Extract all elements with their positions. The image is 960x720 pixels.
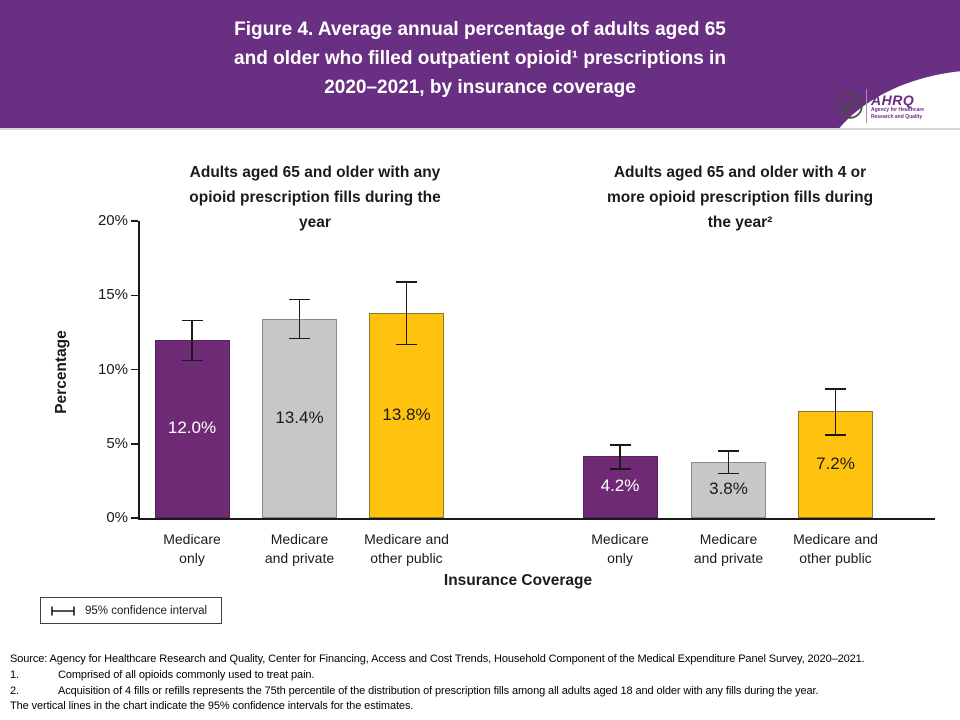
bar-value-label: 13.4% — [275, 407, 324, 427]
header-banner: Figure 4. Average annual percentage of a… — [0, 0, 960, 130]
category-label: Medicare and other public — [793, 531, 878, 566]
error-bar-line — [619, 445, 621, 469]
footnote-number: 2. — [10, 684, 19, 697]
bar — [154, 339, 230, 518]
logo-divider — [866, 89, 867, 123]
footnote-number: 1. — [10, 668, 19, 681]
error-bar-cap-bottom — [289, 337, 310, 340]
footnote-text: Comprised of all opioids commonly used t… — [58, 668, 315, 681]
panel-title-any-fills: Adults aged 65 and older with any opioid… — [189, 164, 441, 231]
y-tick-label: 15% — [97, 286, 128, 304]
logo-subline-1: Agency for Healthcare — [871, 107, 925, 113]
error-bar-line — [727, 451, 730, 474]
bar — [262, 319, 337, 518]
bar — [369, 313, 444, 518]
panel-title-4-or-more-fills: Adults aged 65 and older with 4 or more … — [606, 164, 874, 231]
error-bar-cap-bottom — [396, 343, 417, 345]
footnote: 1. Comprised of all opioids commonly used… — [10, 668, 954, 684]
y-axis-line — [138, 221, 140, 518]
error-bar-cap-bottom — [718, 472, 739, 475]
ahrq-logo: AHRQ Agency for Healthcare Research and … — [836, 86, 958, 126]
error-bar-cap-bottom — [181, 359, 203, 362]
y-tick-mark — [131, 517, 138, 519]
footnote: 2. Acquisition of 4 fills or refills repr… — [10, 684, 954, 700]
error-bar-cap-top — [718, 450, 739, 452]
y-tick-mark — [131, 368, 138, 371]
bar-value-label: 12.0% — [167, 417, 217, 437]
y-tick-label: 0% — [106, 509, 128, 526]
error-bar-line — [298, 299, 301, 339]
logo-abbr: AHRQ — [871, 91, 915, 108]
error-bar-cap-bottom — [825, 434, 846, 436]
error-bar-line — [191, 320, 193, 361]
error-bar-cap-bottom — [609, 468, 631, 470]
footnote-text: Acquisition of 4 fills or refills repres… — [58, 684, 819, 697]
y-tick-mark — [131, 443, 138, 445]
legend-errorbar-icon — [49, 605, 77, 617]
footnotes: Source: Agency for Healthcare Research a… — [10, 652, 954, 715]
category-label: Medicare and private — [264, 531, 335, 566]
bar-value-label: 13.8% — [382, 404, 431, 424]
legend-box: 95% confidence interval — [40, 597, 222, 624]
bar-value-label: 3.8% — [709, 478, 748, 498]
error-bar-cap-top — [825, 388, 846, 390]
bar-value-label: 7.2% — [816, 453, 855, 473]
x-axis-line — [138, 518, 935, 520]
y-tick-mark — [131, 220, 138, 222]
y-tick-label: 5% — [106, 434, 128, 452]
logo-wordmark: AHRQ Agency for Healthcare Research and … — [871, 93, 924, 120]
y-tick-label: 10% — [97, 360, 128, 378]
error-bar-cap-top — [181, 319, 203, 322]
legend-label: 95% confidence interval — [85, 604, 208, 617]
category-label: Medicare only — [591, 531, 649, 566]
category-label: Medicare only — [163, 531, 221, 566]
y-tick-mark — [131, 294, 138, 296]
logo-subline-2: Research and Quality — [871, 113, 923, 120]
category-label: Medicare and other public — [364, 531, 449, 566]
error-bar-cap-top — [289, 298, 310, 301]
footnote: The vertical lines in the chart indicate… — [10, 699, 954, 715]
x-axis-title: Insurance Coverage — [443, 572, 593, 589]
figure-title: Figure 4. Average annual percentage of a… — [234, 19, 726, 98]
error-bar-line — [834, 388, 837, 435]
source-line: Source: Agency for Healthcare Research a… — [10, 653, 865, 665]
error-bar-cap-top — [609, 444, 631, 446]
bar-value-label: 4.2% — [600, 475, 640, 495]
category-label: Medicare and private — [693, 531, 764, 566]
y-tick-label: 20% — [97, 212, 128, 229]
footnote-text: The vertical lines in the chart indicate… — [10, 700, 414, 713]
error-bar-cap-top — [396, 281, 417, 283]
error-bar-line — [405, 281, 408, 345]
hhs-eagle-icon — [836, 92, 864, 120]
